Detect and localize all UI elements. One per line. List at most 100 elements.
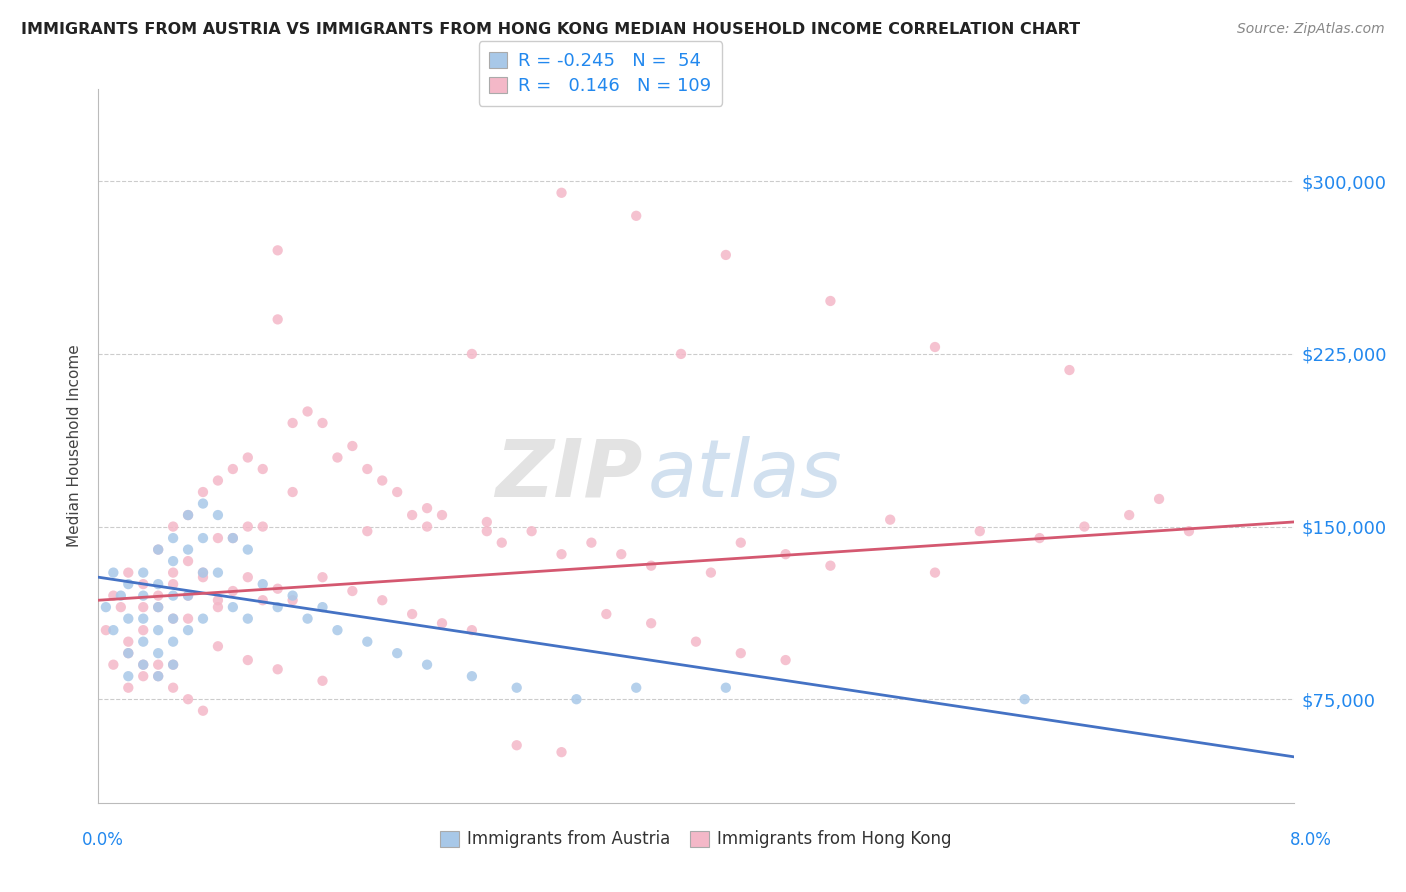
Point (191, 612, 214, 626)
Point (103, 623, 125, 637)
Point (326, 450, 349, 465)
Point (640, 558, 662, 573)
Point (1014, 692, 1036, 706)
Point (177, 623, 200, 637)
Text: atlas: atlas (648, 435, 844, 514)
Point (820, 558, 842, 573)
Point (110, 600, 132, 615)
Point (103, 566, 125, 580)
Point (191, 566, 214, 580)
Point (640, 616, 662, 631)
Point (416, 519, 439, 533)
Point (267, 582, 290, 596)
Point (311, 673, 333, 688)
Point (162, 554, 184, 568)
Point (177, 508, 200, 522)
Point (177, 554, 200, 568)
Point (222, 600, 245, 615)
Point (148, 600, 170, 615)
Point (311, 416, 333, 430)
Point (162, 519, 184, 533)
Point (1147, 491, 1170, 506)
Point (506, 738, 529, 752)
Point (506, 681, 529, 695)
Point (191, 497, 214, 511)
Point (520, 524, 543, 538)
Point (148, 577, 170, 591)
Point (1118, 508, 1140, 522)
Point (162, 589, 184, 603)
Point (162, 612, 184, 626)
Point (132, 657, 155, 672)
Point (461, 347, 484, 361)
Point (148, 657, 170, 672)
Point (117, 646, 139, 660)
Point (565, 692, 588, 706)
Point (610, 547, 633, 561)
Point (148, 623, 170, 637)
Point (297, 404, 319, 418)
Point (191, 704, 214, 718)
Point (222, 531, 245, 545)
Point (356, 462, 378, 476)
Point (969, 524, 991, 538)
Point (236, 542, 259, 557)
Point (342, 439, 364, 453)
Point (94, 600, 117, 615)
Point (236, 612, 259, 626)
Point (775, 653, 797, 667)
Point (148, 589, 170, 603)
Point (162, 657, 184, 672)
Point (1073, 519, 1095, 533)
Point (385, 646, 409, 660)
Point (132, 669, 155, 683)
Point (371, 593, 394, 607)
Legend: Immigrants from Austria, Immigrants from Hong Kong: Immigrants from Austria, Immigrants from… (434, 824, 957, 855)
Point (430, 616, 453, 631)
Point (148, 600, 170, 615)
Text: Source: ZipAtlas.com: Source: ZipAtlas.com (1237, 22, 1385, 37)
Point (550, 745, 572, 759)
Point (281, 593, 304, 607)
Point (267, 600, 290, 615)
Point (132, 566, 155, 580)
Point (252, 577, 274, 591)
Point (401, 508, 423, 522)
Point (117, 566, 139, 580)
Point (207, 474, 229, 488)
Point (311, 600, 333, 615)
Point (162, 634, 184, 648)
Point (416, 657, 439, 672)
Point (132, 577, 155, 591)
Point (132, 657, 155, 672)
Point (252, 519, 274, 533)
Point (162, 612, 184, 626)
Point (430, 508, 453, 522)
Point (236, 519, 259, 533)
Point (207, 600, 229, 615)
Y-axis label: Median Household Income: Median Household Income (67, 344, 83, 548)
Point (252, 462, 274, 476)
Point (110, 589, 132, 603)
Point (132, 612, 155, 626)
Point (177, 692, 200, 706)
Point (177, 589, 200, 603)
Point (700, 566, 723, 580)
Text: 8.0%: 8.0% (1289, 831, 1331, 849)
Point (311, 570, 333, 584)
Point (385, 485, 409, 500)
Point (267, 662, 290, 676)
Point (117, 681, 139, 695)
Point (924, 566, 946, 580)
Point (117, 646, 139, 660)
Point (475, 524, 498, 538)
Point (550, 547, 572, 561)
Point (626, 681, 648, 695)
Point (162, 577, 184, 591)
Point (342, 584, 364, 599)
Point (714, 681, 737, 695)
Point (1059, 363, 1081, 377)
Point (879, 513, 901, 527)
Point (581, 535, 603, 549)
Point (236, 653, 259, 667)
